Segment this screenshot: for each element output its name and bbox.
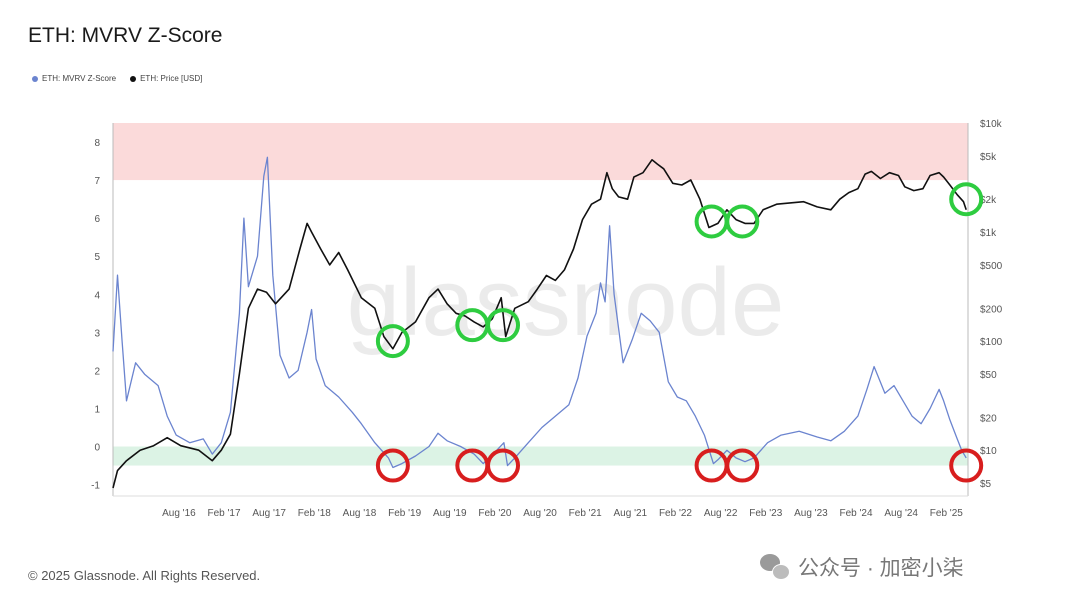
x-tick-label: Aug '18 <box>343 508 377 519</box>
zscore-series-line <box>112 156 967 469</box>
y-right-tick-label: $20 <box>980 413 997 424</box>
x-tick-label: Aug '22 <box>704 508 738 519</box>
watermark-text: glassnode <box>347 249 785 356</box>
undervalued-band <box>113 446 968 466</box>
y-left-tick-label: 5 <box>94 252 100 263</box>
y-right-tick-label: $100 <box>980 337 1003 348</box>
x-tick-label: Feb '22 <box>659 508 692 519</box>
y-left-tick-label: 8 <box>94 138 100 149</box>
x-tick-label: Feb '24 <box>840 508 873 519</box>
y-right-tick-label: $500 <box>980 261 1003 272</box>
price-series-line <box>112 159 967 489</box>
green-highlight-circle <box>694 204 729 239</box>
y-left-tick-label: 1 <box>94 404 100 415</box>
y-right-tick-label: $5 <box>980 479 992 490</box>
wechat-icon <box>760 554 790 580</box>
x-tick-label: Feb '25 <box>930 508 963 519</box>
legend-swatch-zscore <box>32 75 38 82</box>
watermark: glassnode <box>347 249 785 356</box>
wechat-attribution: 公众号 · 加密小柒 <box>760 552 964 582</box>
overvalued-band <box>113 123 968 181</box>
y-right-tick-label: $200 <box>980 304 1003 315</box>
x-tick-label: Feb '17 <box>208 508 241 519</box>
x-tick-label: Feb '21 <box>569 508 602 519</box>
chart-legend: ETH: MVRV Z-Score ETH: Price [USD] <box>32 74 202 83</box>
x-tick-label: Feb '23 <box>749 508 782 519</box>
chart-title: ETH: MVRV Z-Score <box>28 24 223 47</box>
red-highlight-circle <box>375 448 410 483</box>
red-highlight-circle <box>725 448 760 483</box>
legend-swatch-price <box>130 75 137 82</box>
legend-label-zscore: ETH: MVRV Z-Score <box>42 74 117 83</box>
highlight-circles <box>375 182 984 483</box>
red-highlight-circle <box>949 448 984 483</box>
axes: -1 0 1 2 3 4 5 6 7 8 $5 $10 $20 $50 $100 $200 $500 $1k $2k… <box>91 119 1003 519</box>
legend-label-price: ETH: Price [USD] <box>140 74 203 83</box>
x-tick-label: Aug '24 <box>884 508 918 519</box>
y-right-tick-label: $2k <box>980 195 997 206</box>
x-tick-label: Aug '17 <box>252 508 286 519</box>
y-left-tick-label: -1 <box>91 481 100 492</box>
green-highlight-circle <box>949 182 984 217</box>
x-tick-label: Feb '19 <box>388 508 421 519</box>
y-left-tick-label: 3 <box>94 328 100 339</box>
wechat-label: 公众号 · 加密小柒 <box>798 557 964 580</box>
y-left-tick-label: 0 <box>94 443 100 454</box>
x-tick-label: Feb '18 <box>298 508 331 519</box>
series-lines <box>112 156 967 489</box>
red-highlight-circle <box>486 448 521 483</box>
green-highlight-circle <box>725 204 760 239</box>
green-highlight-circle <box>375 324 410 359</box>
y-right-tick-label: $5k <box>980 152 997 163</box>
y-right-tick-label: $1k <box>980 228 997 239</box>
x-tick-label: Aug '20 <box>523 508 557 519</box>
y-right-tick-label: $50 <box>980 370 997 381</box>
x-tick-label: Aug '21 <box>614 508 648 519</box>
zone-bands <box>113 123 968 466</box>
y-right-tick-label: $10 <box>980 446 997 457</box>
y-left-tick-label: 2 <box>94 366 100 377</box>
x-tick-label: Aug '16 <box>162 508 196 519</box>
y-left-tick-label: 4 <box>94 290 100 301</box>
y-left-tick-label: 7 <box>94 176 100 187</box>
x-tick-label: Aug '19 <box>433 508 467 519</box>
y-right-tick-label: $10k <box>980 119 1003 130</box>
green-highlight-circle <box>486 308 521 343</box>
x-tick-label: Aug '23 <box>794 508 828 519</box>
x-tick-label: Feb '20 <box>478 508 511 519</box>
legend-item-zscore[interactable]: ETH: MVRV Z-Score <box>32 74 116 83</box>
copyright-footer: © 2025 Glassnode. All Rights Reserved. <box>28 568 261 583</box>
y-left-tick-label: 6 <box>94 214 100 225</box>
legend-item-price[interactable]: ETH: Price [USD] <box>130 74 202 83</box>
